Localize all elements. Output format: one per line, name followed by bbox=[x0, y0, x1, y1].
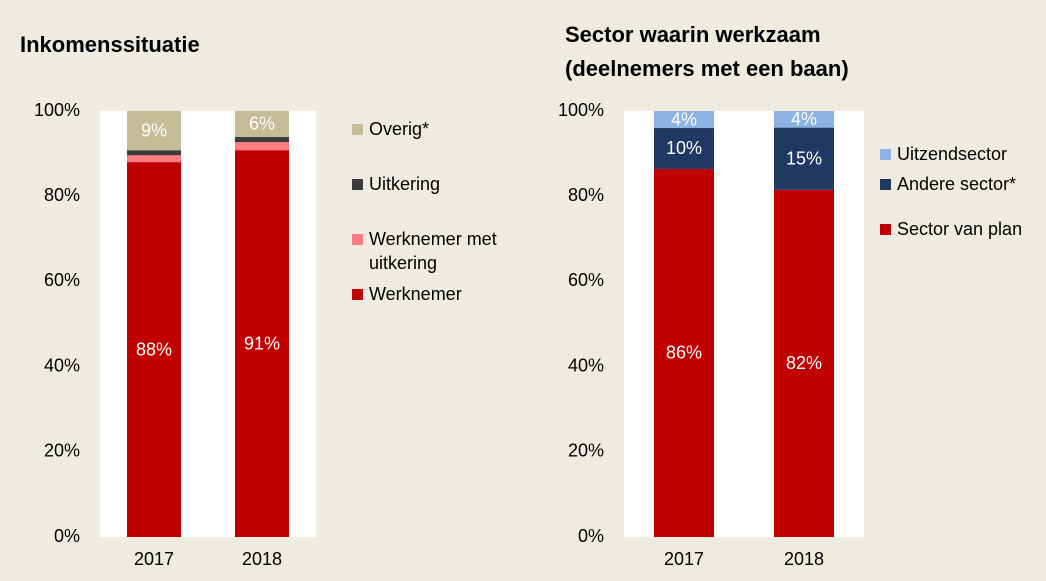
legend-label: Andere sector* bbox=[897, 174, 1017, 194]
legend-item: Uitkering bbox=[352, 172, 542, 196]
data-label: 82% bbox=[786, 353, 822, 373]
legend-swatch bbox=[352, 124, 363, 135]
y-tick-label: 20% bbox=[44, 441, 80, 461]
data-label: 91% bbox=[244, 333, 280, 353]
x-tick-label: 2018 bbox=[242, 549, 282, 569]
bar-segment bbox=[654, 128, 714, 169]
y-tick-label: 0% bbox=[54, 526, 80, 546]
bar-segment bbox=[774, 189, 834, 537]
x-tick-label: 2017 bbox=[134, 549, 174, 569]
legend-item: Werknemer met uitkering bbox=[352, 227, 542, 275]
legend-swatch bbox=[352, 289, 363, 300]
data-label: 10% bbox=[666, 138, 702, 158]
bar-segment bbox=[654, 168, 714, 537]
legend-label: Werknemer met uitkering bbox=[369, 229, 497, 273]
y-tick-label: 100% bbox=[558, 100, 604, 120]
legend-label: Uitzendsector bbox=[897, 144, 1008, 164]
legend-swatch bbox=[352, 179, 363, 190]
y-tick-label: 80% bbox=[44, 185, 80, 205]
y-tick-label: 0% bbox=[578, 526, 604, 546]
bar-segment bbox=[127, 155, 181, 163]
legend-label: Overig* bbox=[369, 119, 430, 139]
y-tick-label: 40% bbox=[44, 355, 80, 375]
y-tick-label: 80% bbox=[568, 185, 604, 205]
data-label: 88% bbox=[136, 339, 172, 359]
x-tick-label: 2018 bbox=[784, 549, 824, 569]
legend-item: Sector van plan bbox=[880, 217, 1040, 241]
legend-swatch bbox=[880, 179, 891, 190]
bar-segment bbox=[774, 127, 834, 190]
data-label: 6% bbox=[249, 114, 275, 134]
bar-segment bbox=[235, 150, 289, 537]
legend-label: Uitkering bbox=[369, 174, 441, 194]
bar-segment bbox=[127, 150, 181, 156]
bar-segment bbox=[235, 136, 289, 143]
bar-segment bbox=[774, 111, 834, 128]
data-label: 9% bbox=[141, 120, 167, 140]
legend-item: Werknemer bbox=[352, 282, 542, 306]
bar-segment bbox=[127, 111, 181, 151]
y-tick-label: 40% bbox=[568, 355, 604, 375]
y-tick-label: 60% bbox=[44, 270, 80, 290]
bar-segment bbox=[654, 111, 714, 129]
y-tick-label: 60% bbox=[568, 270, 604, 290]
bar-segment bbox=[235, 111, 289, 137]
data-label: 4% bbox=[671, 109, 697, 129]
legend-swatch bbox=[880, 149, 891, 160]
data-label: 4% bbox=[791, 109, 817, 129]
legend-swatch bbox=[880, 224, 891, 235]
legend-swatch bbox=[352, 234, 363, 245]
data-label: 15% bbox=[786, 148, 822, 168]
legend-label: Sector van plan bbox=[897, 219, 1023, 239]
x-tick-label: 2017 bbox=[664, 549, 704, 569]
bar-segment bbox=[127, 162, 181, 537]
legend-item: Overig* bbox=[352, 117, 542, 141]
chart-title: Sector waarin werkzaam (deelnemers met e… bbox=[565, 22, 849, 81]
data-label: 86% bbox=[666, 343, 702, 363]
legend-label: Werknemer bbox=[369, 284, 462, 304]
chart-title: Inkomenssituatie bbox=[20, 32, 200, 57]
legend-item: Uitzendsector bbox=[880, 142, 1040, 166]
y-tick-label: 20% bbox=[568, 441, 604, 461]
bar-segment bbox=[235, 142, 289, 151]
y-tick-label: 100% bbox=[34, 100, 80, 120]
legend-item: Andere sector* bbox=[880, 172, 1040, 196]
